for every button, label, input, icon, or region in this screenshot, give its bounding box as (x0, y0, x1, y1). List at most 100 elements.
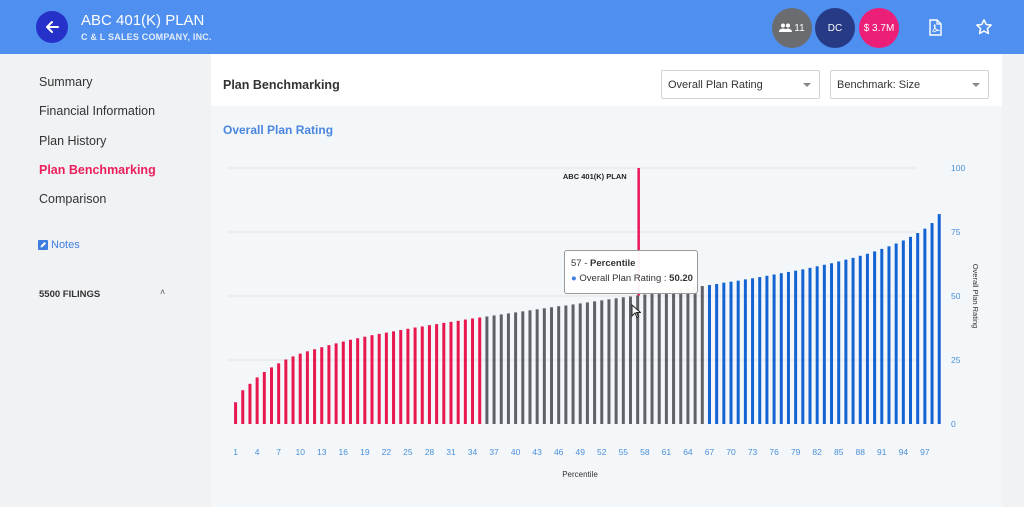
participants-button[interactable]: 11 (772, 8, 812, 48)
bar (384, 332, 388, 424)
x-tick-label: 55 (619, 447, 629, 457)
sidebar-item-summary[interactable]: Summary (39, 75, 93, 89)
sidebar-item-plan-history[interactable]: Plan History (39, 134, 107, 148)
x-tick-label: 25 (403, 447, 413, 457)
bar (514, 312, 518, 424)
x-tick-label: 76 (769, 447, 779, 457)
bar (779, 273, 783, 424)
bar (248, 383, 252, 424)
bar (420, 326, 424, 424)
assets-label: $ 3.7M (863, 22, 895, 34)
bar (578, 303, 582, 424)
bar (851, 257, 855, 424)
bar (298, 353, 302, 424)
metric-select-value: Overall Plan Rating (668, 79, 763, 91)
bar (313, 349, 317, 424)
tooltip-header: Percentile (590, 258, 636, 269)
chevron-up-icon[interactable]: ˄ (160, 287, 166, 297)
bar (449, 321, 453, 424)
pdf-icon (928, 18, 942, 36)
bar (255, 377, 259, 424)
bar (686, 288, 690, 424)
x-tick-label: 13 (317, 447, 327, 457)
benchmark-select[interactable]: Benchmark: Size (830, 70, 989, 99)
bar (341, 341, 345, 424)
plan-sponsor: C & L SALES COMPANY, INC. (81, 32, 212, 42)
bar (894, 243, 898, 424)
bar (406, 328, 410, 424)
bar (550, 307, 554, 424)
bar (715, 283, 719, 424)
bar (564, 305, 568, 424)
sidebar-item-plan-benchmarking[interactable]: Plan Benchmarking (39, 163, 156, 177)
bar (506, 313, 510, 424)
bar (736, 280, 740, 424)
x-tick-label: 34 (468, 447, 478, 457)
x-tick-label: 22 (382, 447, 392, 457)
bar (277, 363, 281, 424)
bar (241, 390, 245, 424)
x-tick-label: 7 (276, 447, 281, 457)
bar (628, 296, 632, 424)
benchmark-select-value: Benchmark: Size (837, 79, 921, 91)
back-button[interactable] (36, 11, 68, 43)
x-tick-label: 58 (640, 447, 650, 457)
x-tick-label: 88 (856, 447, 866, 457)
edit-icon (38, 240, 48, 250)
x-tick-label: 40 (511, 447, 521, 457)
bar (305, 351, 309, 424)
sidebar-item-financial-information[interactable]: Financial Information (39, 104, 156, 118)
bar (542, 308, 546, 424)
y-axis-title: Overall Plan Rating (971, 264, 980, 329)
bar (269, 367, 273, 424)
x-tick-label: 43 (532, 447, 542, 457)
bar (765, 275, 769, 424)
sidebar-item-comparison[interactable]: Comparison (39, 192, 107, 206)
bar (327, 345, 331, 424)
favorite-button[interactable] (973, 16, 995, 38)
metric-select[interactable]: Overall Plan Rating (661, 70, 820, 99)
participants-count: 11 (794, 22, 805, 34)
chevron-down-icon (972, 83, 980, 87)
plan-type-button[interactable]: DC (815, 8, 855, 48)
bar (707, 284, 711, 424)
bar (262, 372, 266, 424)
chevron-down-icon (803, 83, 811, 87)
bar (679, 289, 683, 424)
assets-button[interactable]: $ 3.7M (859, 8, 899, 48)
x-tick-label: 73 (748, 447, 758, 457)
filings-header[interactable]: 5500 FILINGS (39, 289, 101, 300)
notes-label: Notes (51, 239, 80, 251)
x-tick-label: 82 (812, 447, 822, 457)
bar (923, 228, 927, 424)
x-tick-label: 28 (425, 447, 435, 457)
notes-link[interactable]: Notes (38, 239, 80, 251)
x-tick-label: 97 (920, 447, 930, 457)
x-tick-label: 61 (662, 447, 672, 457)
bar (873, 251, 877, 424)
bar (887, 246, 891, 424)
bar (729, 281, 733, 424)
bar (377, 333, 381, 424)
bar (693, 287, 697, 424)
bar (442, 322, 446, 424)
chart-tooltip: 57 - Percentile ● Overall Plan Rating : … (564, 250, 698, 294)
bar (916, 233, 920, 424)
bar (865, 253, 869, 424)
bar (930, 223, 934, 424)
bar (830, 263, 834, 424)
y-tick-label: 0 (951, 419, 956, 429)
bar (937, 214, 941, 424)
bar (557, 306, 561, 424)
bar (758, 277, 762, 424)
bar (801, 269, 805, 424)
x-tick-label: 49 (575, 447, 585, 457)
x-tick-label: 85 (834, 447, 844, 457)
bar (370, 335, 374, 424)
x-tick-label: 37 (489, 447, 499, 457)
benchmarking-panel: Plan Benchmarking Overall Plan Rating Be… (211, 54, 1002, 507)
bar (499, 314, 503, 424)
pdf-button[interactable] (924, 16, 946, 38)
bar (399, 330, 403, 424)
bar (234, 402, 238, 424)
